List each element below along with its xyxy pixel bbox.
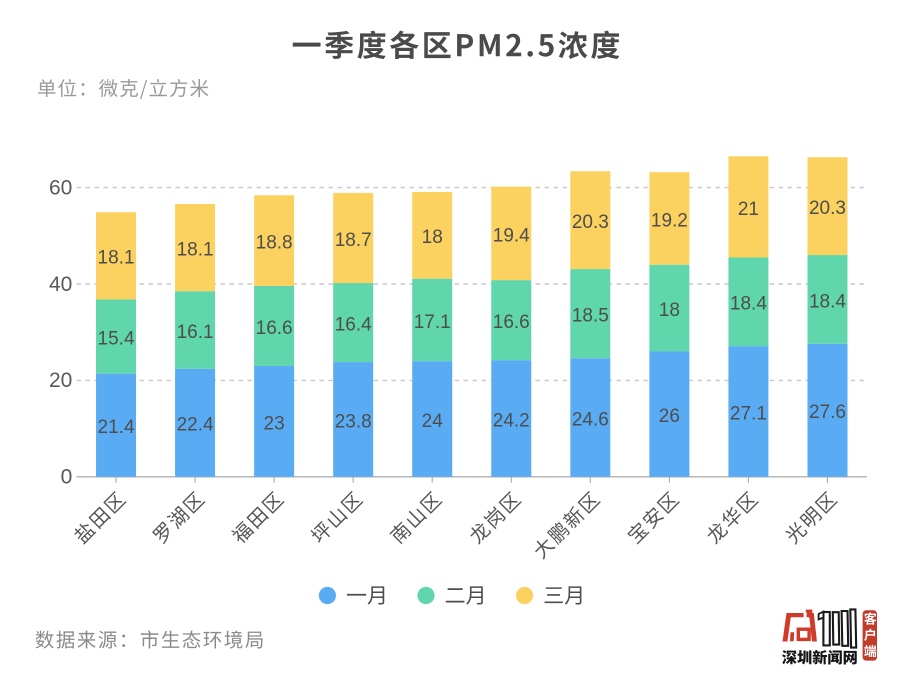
svg-text:20: 20 xyxy=(49,369,72,392)
svg-text:20.3: 20.3 xyxy=(809,198,846,219)
svg-text:27.6: 27.6 xyxy=(809,402,846,423)
svg-text:60: 60 xyxy=(49,176,72,199)
svg-text:26: 26 xyxy=(659,406,680,427)
svg-text:27.1: 27.1 xyxy=(730,403,767,424)
svg-text:15.4: 15.4 xyxy=(98,328,135,349)
svg-text:0: 0 xyxy=(61,466,73,489)
svg-text:18.8: 18.8 xyxy=(256,233,293,254)
svg-text:18.5: 18.5 xyxy=(572,306,609,327)
svg-text:19.4: 19.4 xyxy=(493,225,530,246)
svg-text:23: 23 xyxy=(264,413,285,434)
svg-text:16.1: 16.1 xyxy=(177,322,214,343)
svg-text:18.7: 18.7 xyxy=(335,230,372,251)
svg-text:18.1: 18.1 xyxy=(177,240,214,261)
svg-text:16.6: 16.6 xyxy=(256,318,293,339)
svg-text:16.4: 16.4 xyxy=(335,314,372,335)
svg-text:17.1: 17.1 xyxy=(414,312,451,333)
svg-text:23.8: 23.8 xyxy=(335,411,372,432)
svg-text:18: 18 xyxy=(659,300,680,321)
svg-text:16.6: 16.6 xyxy=(493,312,530,333)
svg-text:22.4: 22.4 xyxy=(177,415,214,436)
svg-text:24.6: 24.6 xyxy=(572,409,609,430)
svg-text:40: 40 xyxy=(49,273,72,296)
svg-text:20.3: 20.3 xyxy=(572,212,609,233)
svg-text:18.4: 18.4 xyxy=(730,294,767,315)
svg-text:21: 21 xyxy=(738,199,759,220)
svg-text:21.4: 21.4 xyxy=(98,417,135,438)
svg-text:19.2: 19.2 xyxy=(651,210,688,231)
svg-text:18.1: 18.1 xyxy=(98,248,135,269)
svg-text:18: 18 xyxy=(422,227,443,248)
svg-text:24.2: 24.2 xyxy=(493,410,530,431)
svg-text:24: 24 xyxy=(422,411,444,432)
svg-text:18.4: 18.4 xyxy=(809,291,846,312)
